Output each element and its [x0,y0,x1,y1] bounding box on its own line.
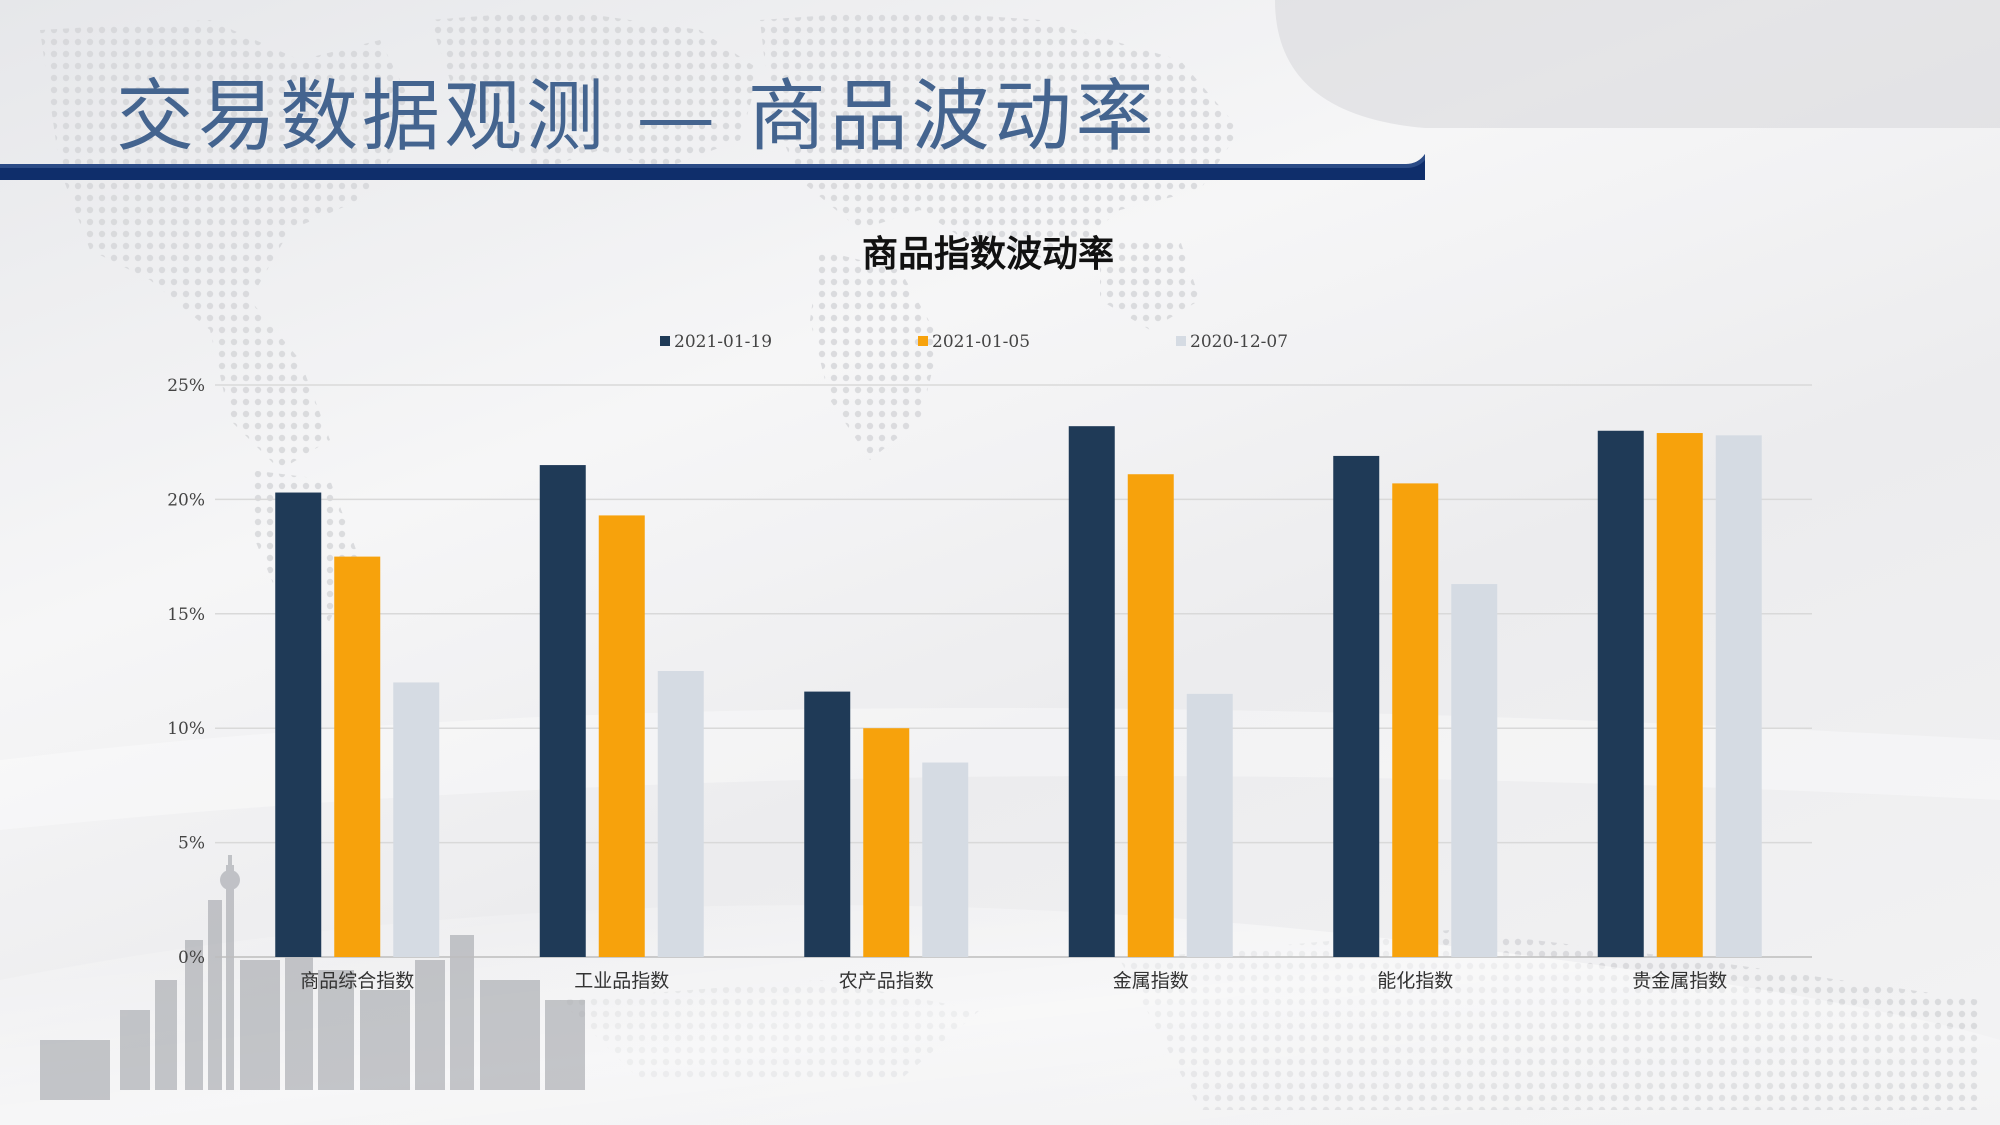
bar [334,556,381,957]
y-tick-label: 5% [178,834,205,854]
bar [1127,474,1174,957]
bar [598,515,645,957]
bar [1068,426,1115,958]
legend-label: 2020-12-07 [1190,332,1288,352]
y-tick-label: 10% [167,719,205,739]
legend: 2021-01-19 2021-01-05 2020-12-07 [660,332,1288,352]
x-tick-label: 工业品指数 [574,970,669,992]
bar [922,762,969,957]
legend-swatch [918,336,928,346]
bar [804,691,851,957]
bar [393,682,440,957]
x-axis: 商品综合指数 工业品指数 农产品指数 金属指数 能化指数 贵金属指数 [300,970,1727,992]
x-tick-label: 商品综合指数 [300,970,414,992]
chart-gridlines [215,384,1812,958]
y-tick-label: 15% [167,605,205,625]
bar [1597,430,1644,957]
bar [275,492,322,957]
page-title: 交易数据观测 — 商品波动率 [116,72,1158,162]
bar [1333,455,1380,957]
header-band [0,0,2000,180]
bar [1715,435,1762,957]
bar [1451,584,1498,957]
x-tick-label: 金属指数 [1113,970,1189,992]
legend-label: 2021-01-05 [932,332,1030,352]
legend-label: 2021-01-19 [674,332,772,352]
x-tick-label: 能化指数 [1377,970,1453,992]
bar [863,728,910,957]
bar [1656,433,1703,958]
y-tick-label: 0% [178,948,205,968]
bar [539,465,586,957]
y-axis: 0% 5% 10% 15% 20% 25% [167,376,205,968]
y-tick-label: 20% [167,490,205,510]
bar [657,671,704,957]
legend-swatch [660,336,670,346]
chart-bars [275,426,1762,958]
chart-title: 商品指数波动率 [862,234,1114,275]
bar [1186,693,1233,957]
y-tick-label: 25% [167,376,205,396]
legend-swatch [1176,336,1186,346]
x-tick-label: 农产品指数 [839,970,934,992]
x-tick-label: 贵金属指数 [1632,970,1727,992]
bar [1392,483,1439,957]
